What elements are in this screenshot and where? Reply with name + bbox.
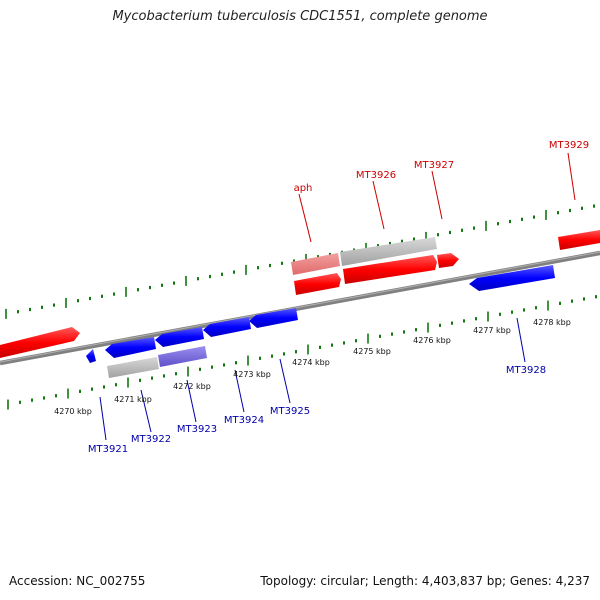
gene-gray-upper[interactable] [340,237,437,266]
reverse-genes [86,265,555,378]
label-MT3921[interactable]: MT3921 [88,444,128,455]
tick-label-4276: 4276 kbp [413,336,451,345]
tick-label-4274: 4274 kbp [292,358,330,367]
genome-summary-text: Topology: circular; Length: 4,403,837 bp… [260,574,590,588]
tick-label-4275: 4275 kbp [353,347,391,356]
gene-red-small[interactable] [437,253,459,268]
gene-MT3921[interactable] [86,349,96,363]
kbp-tick-labels: 4270 kbp 4271 kbp 4272 kbp 4273 kbp 4274… [54,318,571,416]
genome-title: Mycobacterium tuberculosis CDC1551, comp… [112,9,488,24]
gene-MT3925[interactable] [249,308,298,328]
label-MT3927[interactable]: MT3927 [414,160,454,171]
label-MT3929[interactable]: MT3929 [549,140,589,151]
forward-genes [0,230,600,358]
label-MT3925[interactable]: MT3925 [270,406,310,417]
gene-MT3928[interactable] [469,265,555,291]
label-MT3923[interactable]: MT3923 [177,424,217,435]
lower-ruler [7,295,597,410]
gene-aph[interactable] [291,253,340,275]
feature-labels: aph MT3926 MT3927 MT3929 MT3921 MT3922 M… [88,140,589,455]
tick-label-4271: 4271 kbp [114,395,152,404]
gene-MT3924[interactable] [203,317,251,337]
tick-label-4277: 4277 kbp [473,326,511,335]
gene-gray-lower[interactable] [107,357,159,378]
accession-text: Accession: NC_002755 [9,574,146,588]
gene-MT3929[interactable] [558,230,600,250]
gene-MT3926[interactable] [343,255,437,284]
tick-label-4270: 4270 kbp [54,407,92,416]
gene-MT3923[interactable] [155,327,204,347]
tick-label-4273: 4273 kbp [233,370,271,379]
gene-purple-lower[interactable] [158,346,207,367]
upper-ruler [5,204,595,319]
tick-label-4272: 4272 kbp [173,382,211,391]
gene-MT3922[interactable] [105,337,156,358]
label-aph[interactable]: aph [294,183,313,194]
gene-red-left[interactable] [294,273,341,295]
genome-backbone [0,250,600,366]
label-MT3926[interactable]: MT3926 [356,170,396,181]
genome-backbone-highlight [0,251,600,363]
tick-label-4278: 4278 kbp [533,318,571,327]
gene-red-far-left[interactable] [0,327,80,358]
label-MT3922[interactable]: MT3922 [131,434,171,445]
label-MT3924[interactable]: MT3924 [224,415,264,426]
label-MT3928[interactable]: MT3928 [506,365,546,376]
leader-lines [99,152,576,441]
